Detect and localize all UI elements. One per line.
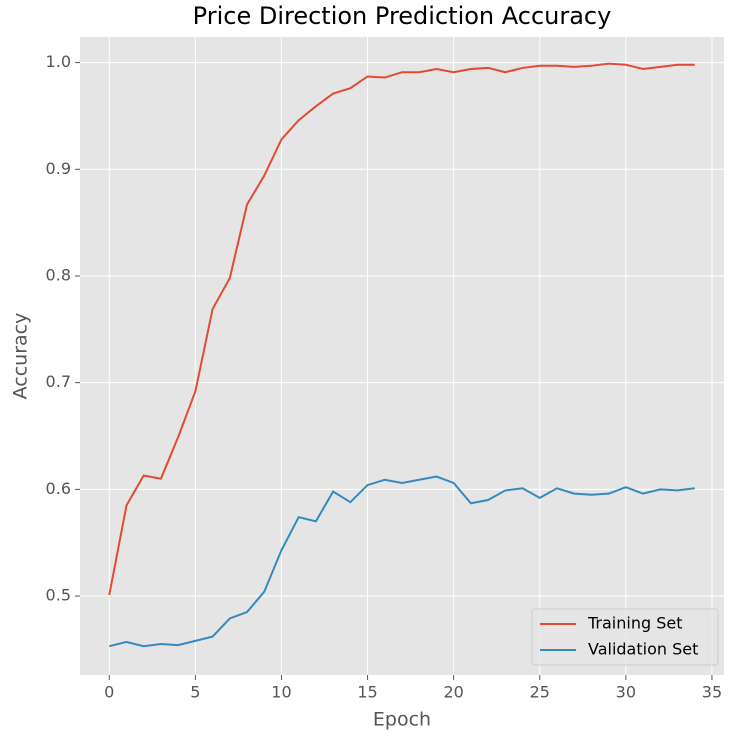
x-tick-label: 35 <box>702 683 722 702</box>
x-tick-label: 20 <box>443 683 463 702</box>
x-tick-label: 5 <box>190 683 200 702</box>
plot-area <box>80 37 724 675</box>
legend-label: Training Set <box>587 614 683 633</box>
x-tick-label: 10 <box>271 683 291 702</box>
x-tick-label: 25 <box>530 683 550 702</box>
y-tick-label: 0.9 <box>46 159 71 178</box>
y-tick-label: 0.7 <box>46 372 71 391</box>
y-axis-label: Accuracy <box>10 313 32 400</box>
line <box>109 475 695 648</box>
y-tick-label: 0.6 <box>46 479 71 498</box>
chart-title: Price Direction Prediction Accuracy <box>193 2 612 30</box>
y-tick-label: 0.8 <box>46 265 71 284</box>
legend-label: Validation Set <box>588 640 698 659</box>
x-tick-label: 15 <box>357 683 377 702</box>
legend <box>531 608 719 666</box>
line <box>108 62 695 596</box>
x-tick-label: 30 <box>616 683 636 702</box>
y-tick-label: 1.0 <box>46 52 71 71</box>
y-tick-label: 0.5 <box>46 586 71 605</box>
x-tick-label: 0 <box>104 683 114 702</box>
x-axis-label: Epoch <box>373 709 431 731</box>
